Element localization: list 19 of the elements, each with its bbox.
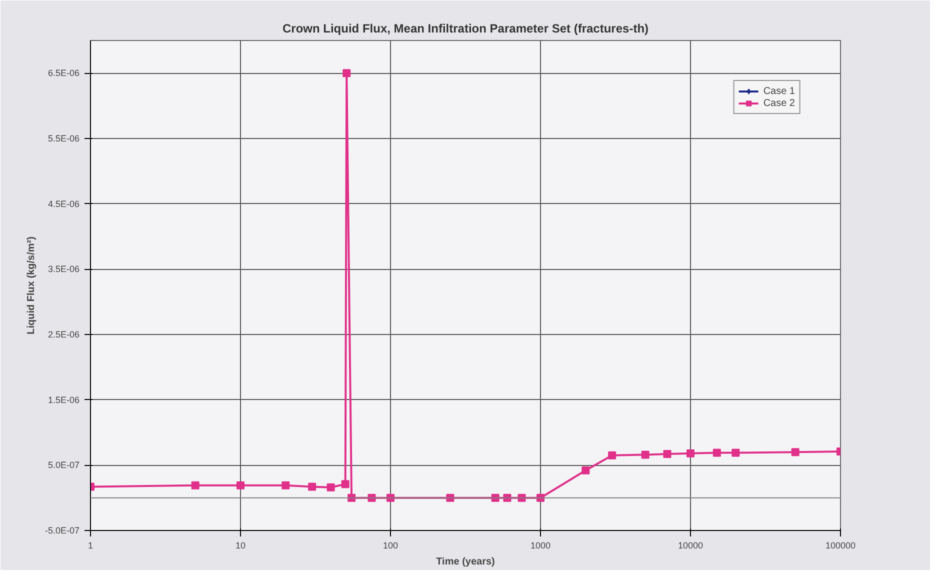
legend-label: Case 1 [763,86,795,96]
legend-label: Case 2 [763,98,795,108]
y-tick-label: 5.5E-06 [48,134,80,144]
x-tick-label: 100 [382,540,398,550]
y-axis-title: Liquid Flux (kg/s/m²) [26,236,37,334]
x-tick-label: 100000 [825,540,856,550]
y-tick-label: 4.5E-06 [48,198,80,209]
y-tick-label: 6.5E-06 [48,68,80,78]
x-tick-label: 1000 [530,540,551,550]
y-tick-label: 2.5E-06 [48,330,80,340]
x-tick-label: 10000 [678,540,704,550]
y-tick-label: -5.0E-07 [44,526,80,536]
y-tick-label: 5.0E-07 [48,460,80,470]
y-tick-label: 1.5E-06 [48,394,80,405]
x-axis-title: Time (years) [436,556,495,568]
x-tick-label: 10 [235,540,246,550]
x-tick-label: 1 [88,540,94,550]
y-tick-label: 3.5E-06 [48,264,80,274]
chart-title: Crown Liquid Flux, Mean Infiltration Parameter Set (fractures-th) [282,22,649,36]
